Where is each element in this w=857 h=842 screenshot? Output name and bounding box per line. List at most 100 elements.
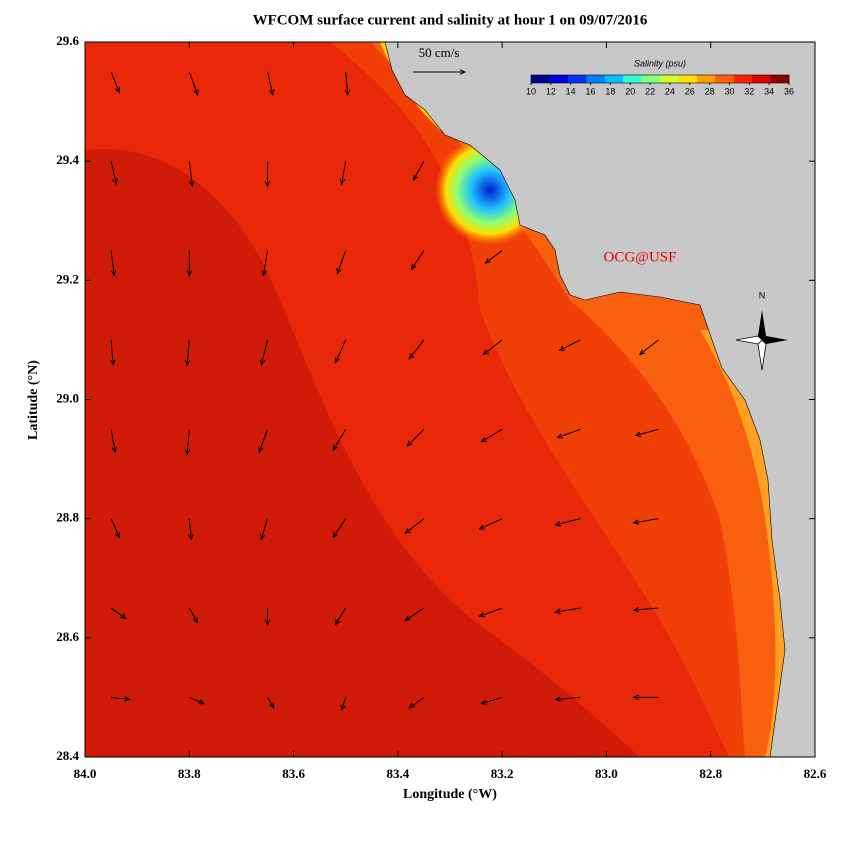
current-vector [632,518,659,525]
current-vector [632,694,659,701]
colorbar-tick-label: 32 [744,86,754,96]
colorbar-frame [530,74,790,84]
y-tick-label: 29.0 [56,390,79,405]
current-vector [267,697,275,709]
colorbar-swatch [733,75,753,83]
watermark: OCG@USF [603,249,676,265]
colorbar-swatch [604,75,624,83]
y-axis-label: Latitude (°N) [26,360,41,440]
current-vector [110,339,116,367]
current-vector [408,339,425,360]
colorbar-tick-label: 36 [784,86,794,96]
colorbar-tick-label: 28 [705,86,715,96]
y-tick-label: 29.6 [56,33,79,48]
colorbar-swatch [549,75,569,83]
current-vector [336,250,347,275]
colorbar-tick-label: 34 [764,86,774,96]
x-tick-label: 83.8 [178,766,201,781]
colorbar-swatch [696,75,716,83]
current-vector [554,607,581,615]
current-vector [484,250,503,264]
current-vector [554,518,581,527]
current-vector [267,71,275,96]
current-vector [556,428,581,439]
current-vector [188,607,199,624]
colorbar-tick-label: 12 [546,86,556,96]
current-vector [111,696,132,702]
colorbar-tick-label: 14 [566,86,576,96]
current-vector [412,160,425,181]
current-vector [638,339,659,356]
x-tick-label: 82.8 [699,766,722,781]
salinity-field [85,42,815,757]
current-vector [408,697,425,709]
colorbar-title: Salinity (psu) [634,58,686,68]
current-vector [406,428,425,447]
current-vector [110,161,118,186]
x-tick-label: 83.0 [595,766,618,781]
scale-arrow [413,69,467,75]
current-vector [110,71,121,94]
y-tick-label: 28.6 [56,629,79,644]
current-vector [482,339,503,356]
colorbar-tick-label: 20 [625,86,635,96]
colorbar-swatch [531,75,550,83]
colorbar-tick-label: 22 [645,86,655,96]
colorbar-tick-label: 30 [724,86,734,96]
current-vector [410,250,425,271]
current-vector [259,339,268,367]
north-label: N [759,290,766,300]
colorbar-swatch [623,75,642,83]
x-axis-label: Longitude (°W) [403,787,497,802]
x-tick-label: 83.6 [282,766,305,781]
colorbar-tick-label: 26 [685,86,695,96]
current-vector [344,71,351,96]
map-title: WFCOM surface current and salinity at ho… [253,12,648,28]
x-tick-label: 83.4 [386,766,409,781]
colorbar-swatch [715,75,735,83]
current-vector [480,696,503,705]
current-vector [478,518,503,530]
current-vector [332,518,347,539]
current-vector [188,518,194,541]
current-vector [184,339,191,367]
current-vector [478,607,503,618]
current-vector [261,250,268,277]
y-tick-label: 29.4 [56,152,79,167]
x-tick-label: 82.6 [804,766,827,781]
current-vector [186,250,192,277]
current-vector [110,429,118,454]
y-tick-label: 28.4 [56,748,79,763]
scale-arrow-label: 50 cm/s [419,45,460,60]
colorbar-swatch [660,75,679,83]
current-vector [634,428,659,437]
current-vector [334,607,347,626]
current-vector [110,607,127,620]
current-vector [189,696,205,705]
colorbar-swatch [752,75,771,83]
y-tick-label: 28.8 [56,510,79,525]
colorbar-swatch [567,75,587,83]
current-vector [188,71,199,96]
colorbar-swatch [770,75,790,83]
current-vector [480,428,503,443]
y-tick-label: 29.2 [56,271,79,286]
x-tick-label: 83.2 [491,766,514,781]
colorbar-tick-label: 10 [526,86,536,96]
current-vector [264,608,271,626]
current-vector [554,696,581,702]
x-tick-label: 84.0 [74,766,97,781]
colorbar-swatch [678,75,698,83]
north-arrow [735,310,788,371]
colorbar-swatch [641,75,661,83]
current-vector [264,161,271,188]
current-vector [110,518,120,539]
current-vector [404,607,425,622]
current-vector [260,518,268,541]
current-vector [184,429,191,456]
colorbar-tick-label: 18 [605,86,615,96]
colorbar-tick-label: 24 [665,86,675,96]
current-vector [258,429,268,454]
current-vector [334,339,347,364]
